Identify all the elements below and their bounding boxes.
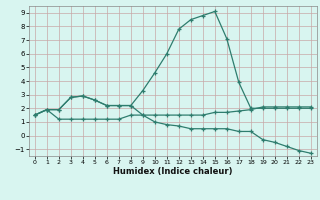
X-axis label: Humidex (Indice chaleur): Humidex (Indice chaleur) (113, 167, 233, 176)
